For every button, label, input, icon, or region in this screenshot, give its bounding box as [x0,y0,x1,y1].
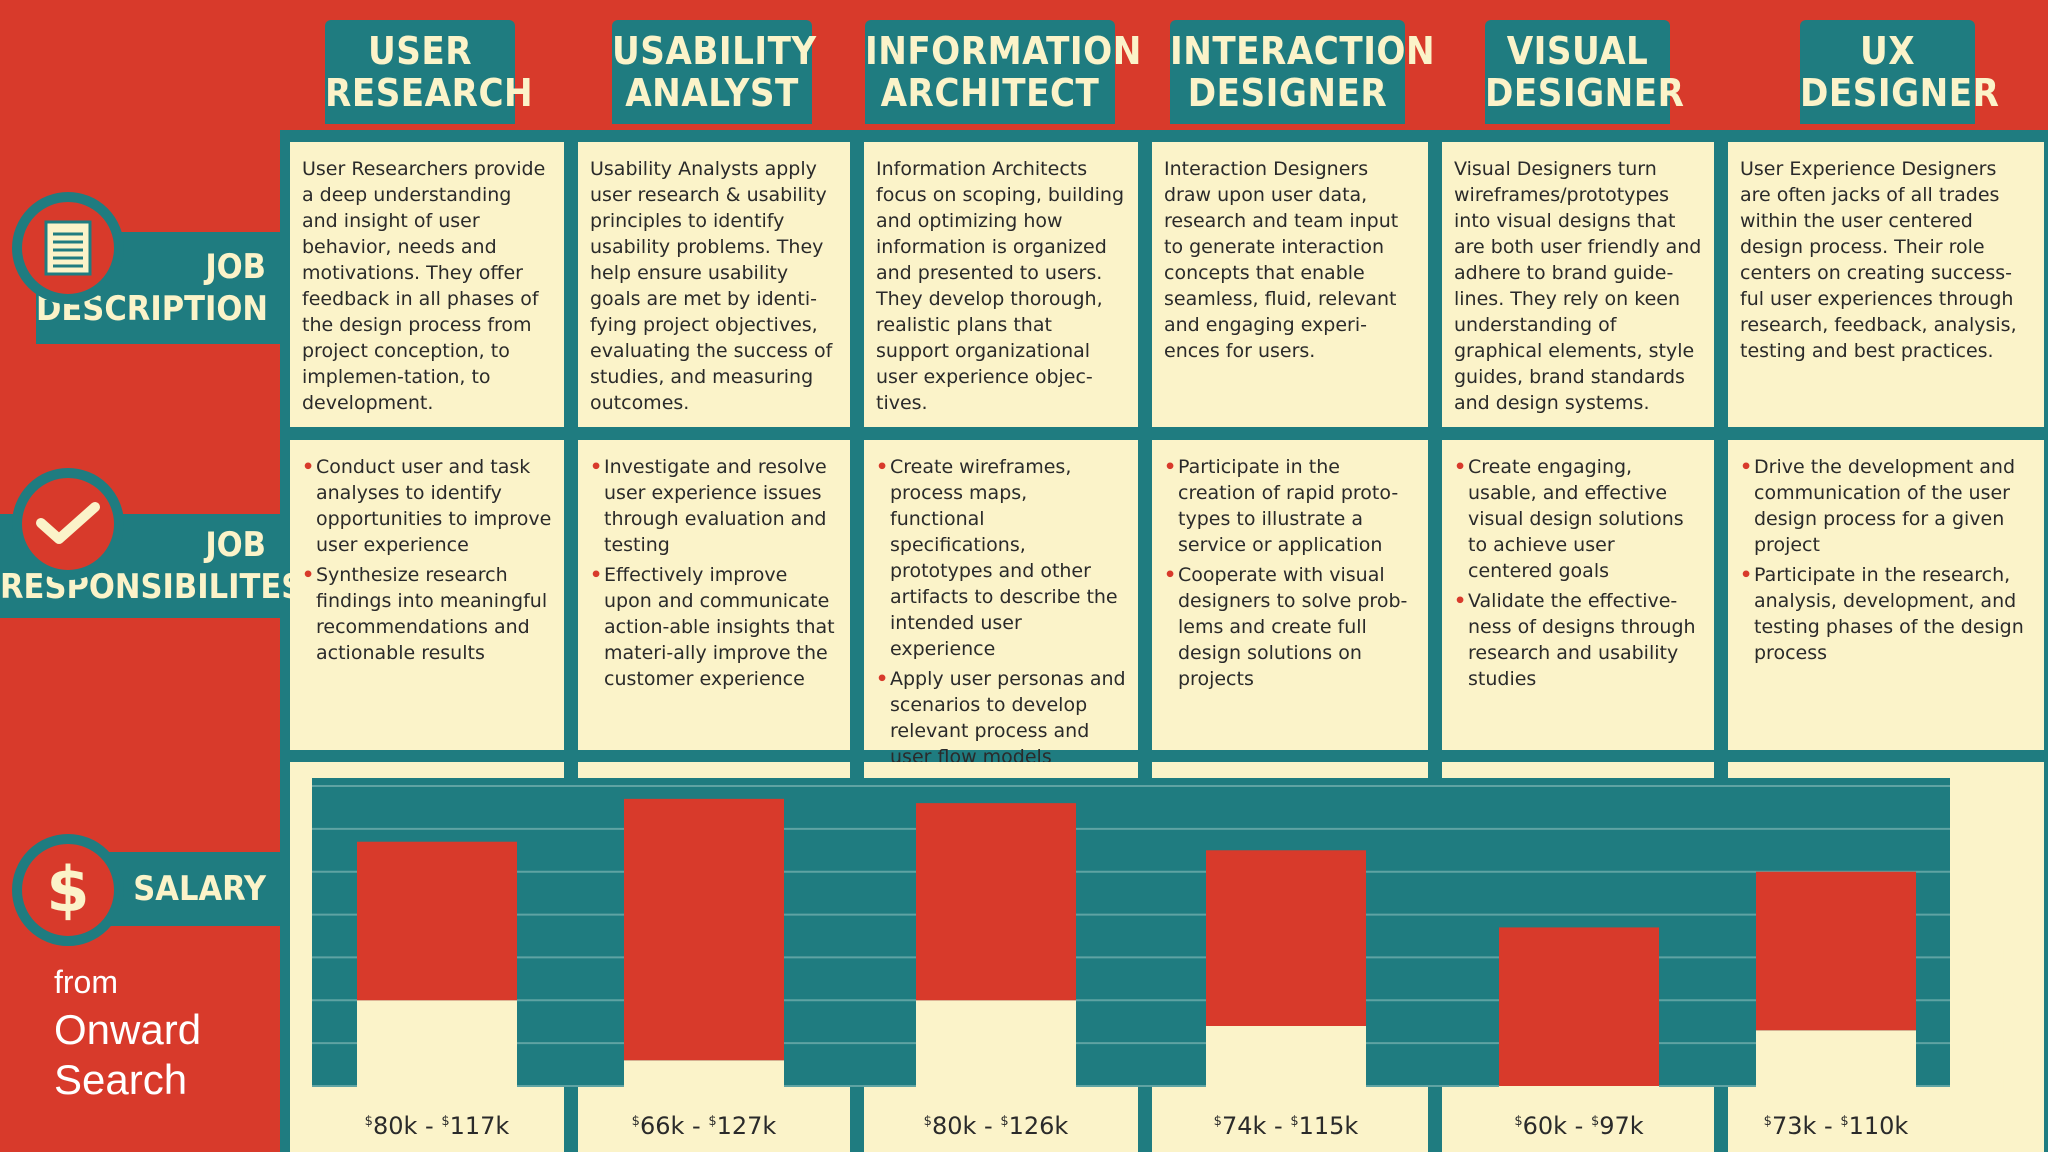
list-item: Synthesize research findings into meanin… [302,562,552,666]
salary-range-base [1756,1030,1916,1096]
salary-range-bar [916,803,1076,1001]
salary-range-base [1206,1026,1366,1096]
list-item: Create engaging, usable, and effective v… [1454,454,1702,584]
salary-range-base [1499,1086,1659,1096]
list-item: Conduct user and task analyses to identi… [302,454,552,558]
header-ux-designer: UX DESIGNER [1800,20,2000,124]
header-line1: USABILITY [612,29,817,73]
list-item: Validate the effective-ness of designs t… [1454,588,1702,692]
source-name-line1: Onward [54,1006,202,1053]
y-tick-label: $100K [1964,904,2033,928]
salary-range-base [916,1000,1076,1096]
salary-range-base [624,1060,784,1096]
y-tick-label: $110K [1964,861,2033,885]
y-tick-label: $90K [1964,946,2019,970]
salary-range-label: $74k - $115k [1214,1112,1359,1140]
header-user-research: USER RESEARCH [325,20,534,124]
salary-range-label: $73k - $110k [1764,1112,1909,1140]
header-line2: RESEARCH [325,71,534,115]
salary-range-bar [1756,871,1916,1031]
row-label-line1: JOB [205,525,266,565]
description-cell: User Experience Designers are often jack… [1728,142,2044,427]
header-line2: DESIGNER [1800,71,2000,115]
responsibilities-cell: Conduct user and task analyses to identi… [290,440,564,750]
salary-range-label: $66k - $127k [632,1112,777,1140]
header-line1: INTERACTION [1170,29,1436,73]
header-line2: ANALYST [625,71,799,115]
salary-range-bar [1206,850,1366,1026]
header-line1: UX [1859,29,1916,73]
salary-range-label: $80k - $126k [924,1112,1069,1140]
salary-range-bar [1499,927,1659,1086]
y-tick-label: $130K [1964,775,2033,799]
responsibilities-cell: Create wireframes, process maps, functio… [864,440,1138,768]
header-interaction-designer: INTERACTION DESIGNER [1170,20,1436,124]
description-cell: User Researchers provide a deep understa… [290,142,564,427]
list-item: Investigate and resolve user experience … [590,454,838,558]
header-line1: INFORMATION [865,29,1142,73]
y-tick-label: $120K [1964,818,2033,842]
responsibilities-cell: Drive the development and communication … [1728,440,2044,750]
y-tick-label: $60K [1964,1075,2019,1099]
header-visual-designer: VISUAL DESIGNER [1485,20,1685,124]
responsibilities-cell: Participate in the creation of rapid pro… [1152,440,1428,750]
list-item: Drive the development and communication … [1740,454,2032,558]
salary-chart: $130K $120K $110K $100K $90K $80K $70K $60K $80k… [290,762,2044,1152]
salary-range-label: $60k - $97k [1514,1112,1643,1140]
list-item: Apply user personas and scenarios to dev… [876,666,1126,770]
header-line2: ARCHITECT [880,71,1100,115]
y-tick-label: $70K [1964,1032,2019,1056]
responsibilities-cell: Investigate and resolve user experience … [578,440,850,750]
checkmark-icon [12,468,124,580]
y-tick-label: $80K [1964,989,2019,1013]
dollar-icon: $ [12,834,124,946]
salary-range-bar [624,798,784,1061]
header-line1: VISUAL [1506,29,1649,73]
source-name-line2: Search [54,1056,188,1103]
description-cell: Information Architects focus on scoping,… [864,142,1138,427]
salary-range-bar [357,841,517,1001]
header-line1: USER [367,29,473,73]
header-line2: DESIGNER [1187,71,1388,115]
salary-range-base [357,1000,517,1096]
header-information-architect: INFORMATION ARCHITECT [865,20,1142,124]
description-cell: Visual Designers turn wireframes/prototy… [1442,142,1714,427]
document-icon [12,192,124,304]
list-item: Create wireframes, process maps, functio… [876,454,1126,662]
plot-area [312,778,1950,1086]
list-item: Effectively improve upon and communicate… [590,562,838,692]
header-line2: DESIGNER [1485,71,1685,115]
responsibilities-cell: Create engaging, usable, and effective v… [1442,440,1714,750]
list-item: Participate in the research, analysis, d… [1740,562,2032,666]
description-cell: Interaction Designers draw upon user dat… [1152,142,1428,427]
list-item: Cooperate with visual designers to solve… [1164,562,1416,692]
row-label-line1: JOB [205,247,266,287]
salary-range-label: $80k - $117k [365,1112,510,1140]
list-item: Participate in the creation of rapid pro… [1164,454,1416,558]
source-from: from [54,964,118,1000]
row-label-salary-text: SALARY [133,869,266,909]
header-usability-analyst: USABILITY ANALYST [612,20,817,124]
description-cell: Usability Analysts apply user research &… [578,142,850,427]
